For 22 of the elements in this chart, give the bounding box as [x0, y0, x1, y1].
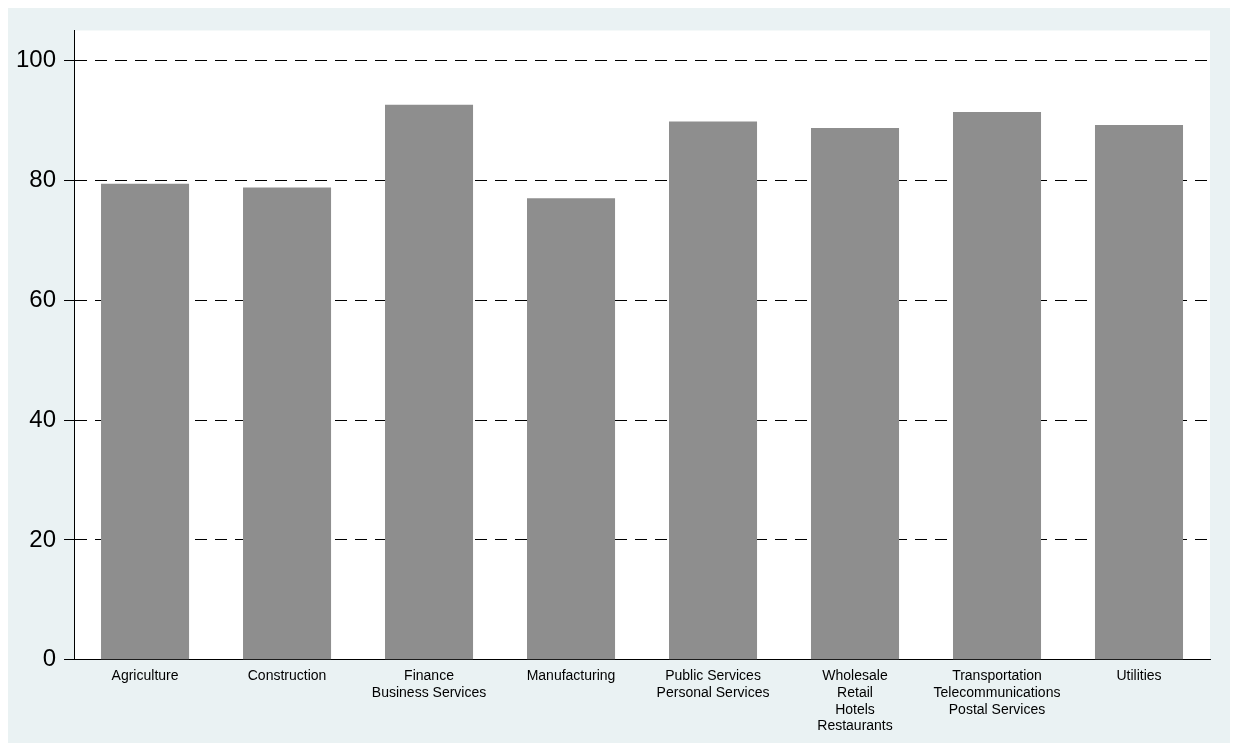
bar: [243, 187, 332, 660]
bar: [669, 121, 758, 660]
x-tick-label: Finance Business Services: [371, 667, 487, 700]
y-tick-label: 20: [29, 524, 57, 552]
bar: [527, 198, 616, 660]
y-tick-label: 0: [42, 644, 57, 672]
x-tick-label: Transportation Telecommunications Postal Services: [933, 667, 1061, 717]
bar: [1094, 125, 1184, 660]
x-tick-label: Utilities: [1116, 667, 1162, 684]
y-tick-label: 80: [29, 164, 57, 192]
y-tick-label: 100: [16, 45, 57, 72]
y-tick-label: 60: [29, 284, 57, 312]
x-tick-label: Agriculture: [111, 667, 179, 684]
bar: [811, 128, 900, 660]
y-tick-label: 40: [29, 404, 57, 432]
x-tick-label: Public Services Personal Services: [656, 667, 770, 700]
bar: [101, 183, 190, 660]
bar: [952, 111, 1042, 660]
x-tick-label: Construction: [247, 667, 327, 684]
bar: [385, 104, 474, 660]
x-tick-label: Manufacturing: [526, 667, 616, 684]
x-tick-label: Wholesale Retail Hotels Restaurants: [817, 667, 893, 734]
